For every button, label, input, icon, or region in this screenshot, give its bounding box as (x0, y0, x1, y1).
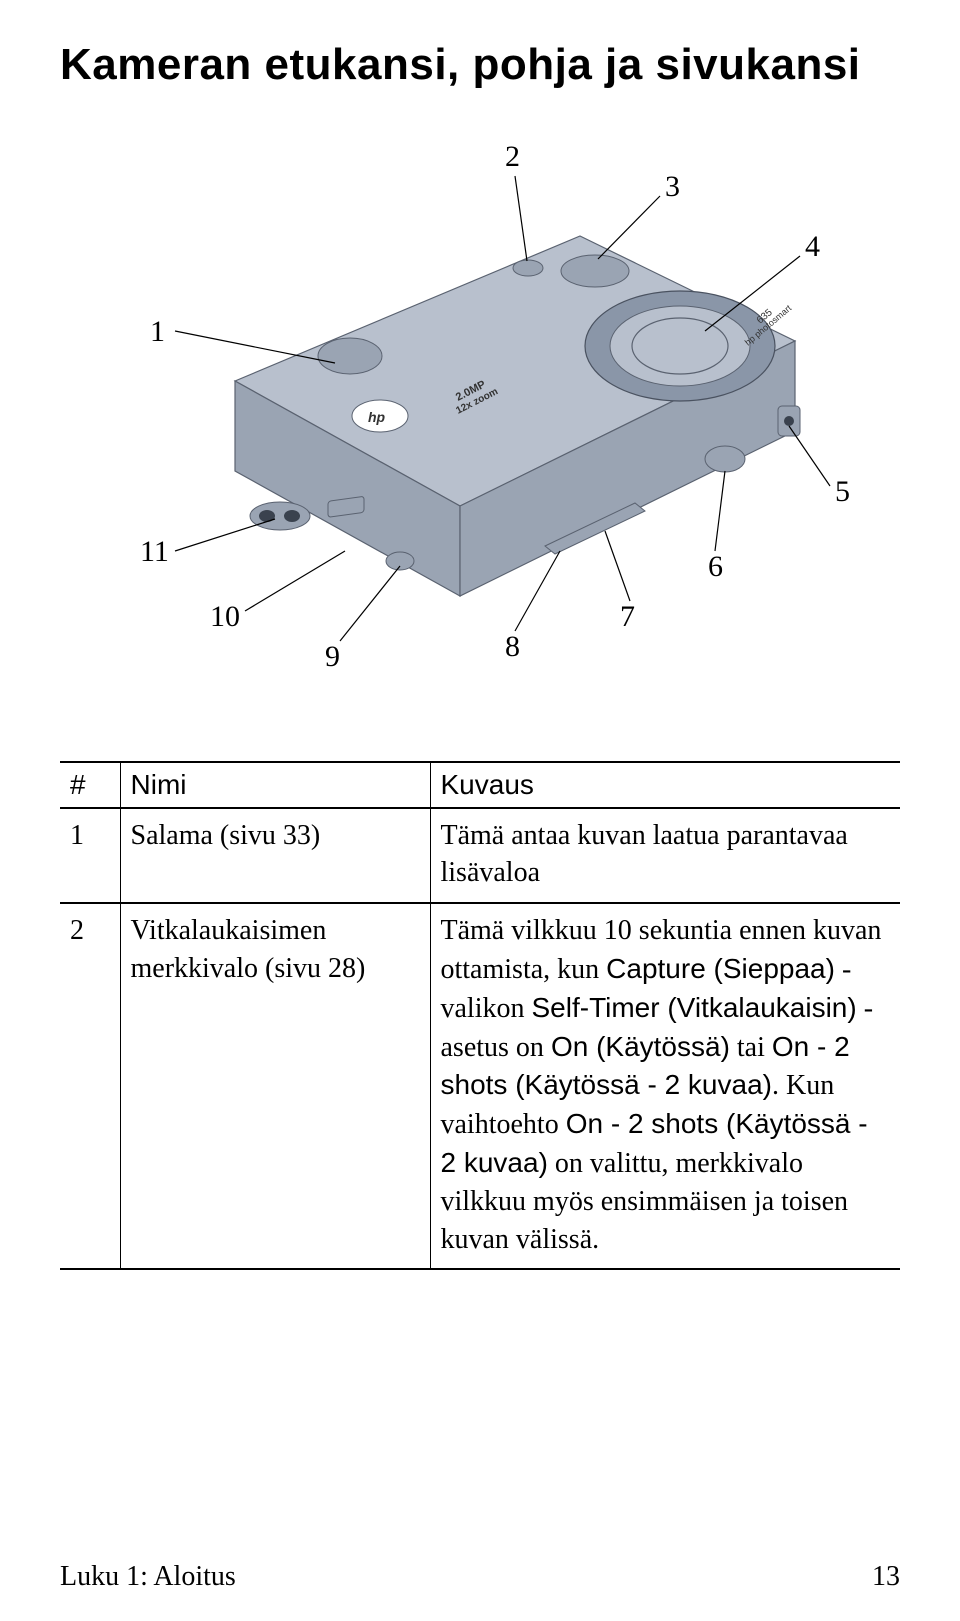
callout-2: 2 (505, 140, 520, 173)
cell-desc: Tämä antaa kuvan laatua parantavaa lisäv… (430, 808, 900, 904)
callout-3: 3 (665, 170, 680, 203)
col-name: Nimi (120, 762, 430, 808)
callout-11: 11 (140, 535, 169, 568)
col-desc: Kuvaus (430, 762, 900, 808)
cell-name: Salama (sivu 33) (120, 808, 430, 904)
cell-name: Vitkalaukaisimen merkkivalo (sivu 28) (120, 903, 430, 1269)
callout-9: 9 (325, 640, 340, 673)
callout-6: 6 (708, 550, 723, 583)
page-heading: Kameran etukansi, pohja ja sivukansi (60, 40, 900, 91)
cell-desc: Tämä vilkkuu 10 sekuntia ennen kuvan ott… (430, 903, 900, 1269)
table-row: 2 Vitkalaukaisimen merkkivalo (sivu 28) … (60, 903, 900, 1269)
callout-1: 1 (150, 315, 165, 348)
callout-8: 8 (505, 630, 520, 663)
callout-4: 4 (805, 230, 820, 263)
callout-7: 7 (620, 600, 635, 633)
col-num: # (60, 762, 120, 808)
footer-page-number: 13 (872, 1561, 900, 1593)
footer-chapter: Luku 1: Aloitus (60, 1561, 236, 1593)
callout-10: 10 (210, 600, 240, 633)
camera-svg: hp 2.0MP 12x zoom 635 hp photosmart 1 2 … (60, 121, 900, 681)
table-header-row: # Nimi Kuvaus (60, 762, 900, 808)
table-row: 1 Salama (sivu 33) Tämä antaa kuvan laat… (60, 808, 900, 904)
cell-num: 1 (60, 808, 120, 904)
callout-5: 5 (835, 475, 850, 508)
camera-diagram: hp 2.0MP 12x zoom 635 hp photosmart 1 2 … (60, 121, 900, 681)
cell-num: 2 (60, 903, 120, 1269)
svg-text:hp: hp (368, 409, 386, 425)
parts-table: # Nimi Kuvaus 1 Salama (sivu 33) Tämä an… (60, 761, 900, 1271)
page-footer: Luku 1: Aloitus 13 (60, 1561, 900, 1593)
